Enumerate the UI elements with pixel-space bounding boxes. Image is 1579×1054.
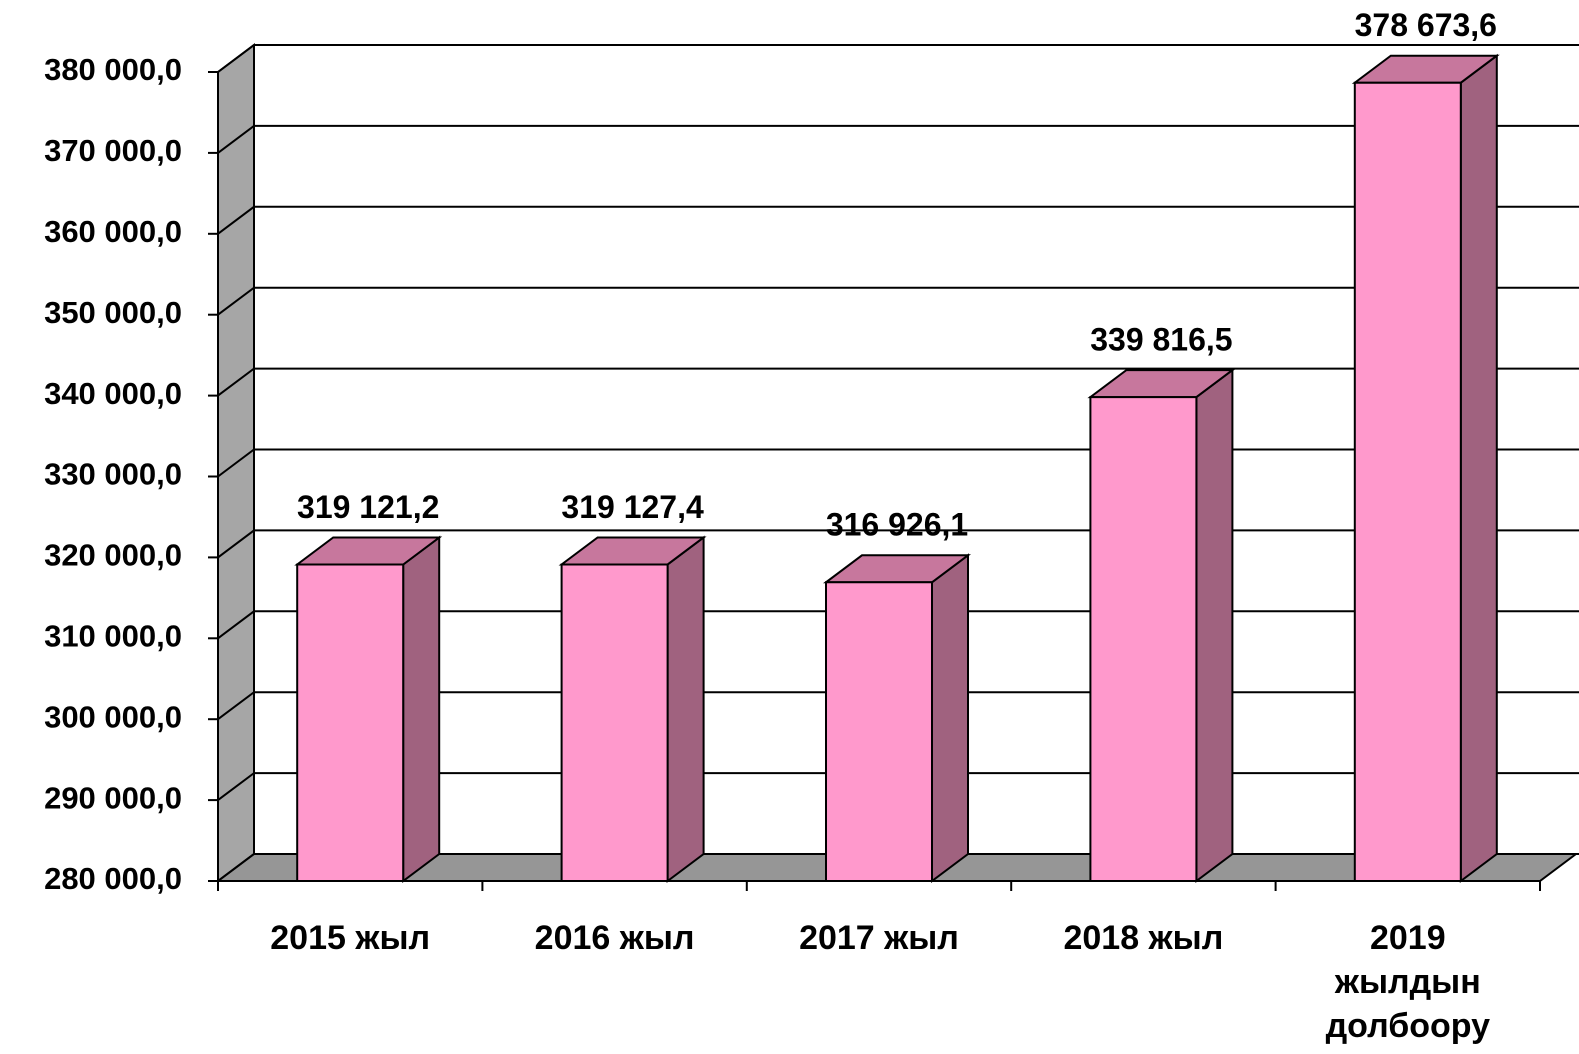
y-tick-label: 290 000,0 — [44, 780, 182, 815]
bar-front — [825, 581, 933, 882]
value-label: 378 673,6 — [1355, 7, 1497, 43]
value-label: 339 816,5 — [1090, 322, 1232, 358]
bar-side — [1459, 53, 1498, 883]
value-label: 319 127,4 — [561, 489, 704, 525]
y-tick-label: 300 000,0 — [44, 699, 182, 734]
bar — [1087, 368, 1236, 883]
x-tick-label: 2016 жыл — [534, 919, 695, 957]
y-tick-label: 340 000,0 — [44, 376, 182, 411]
bar-side — [931, 553, 969, 883]
value-label: 316 926,1 — [826, 507, 968, 543]
x-tick-label: 2019 жылдын долбоору — [1325, 919, 1490, 1045]
y-tick-label: 380 000,0 — [44, 52, 182, 87]
x-tick-label: 2015 жыл — [270, 919, 431, 957]
y-tick-label: 310 000,0 — [44, 618, 182, 653]
bar-side — [1195, 368, 1234, 883]
bar-front — [296, 563, 405, 882]
bar — [823, 553, 971, 883]
bar — [294, 535, 443, 883]
value-label: 319 121,2 — [297, 489, 439, 525]
x-tick-label: 2017 жыл — [799, 919, 959, 957]
bar-front — [1089, 396, 1198, 882]
y-tick-label: 280 000,0 — [44, 861, 182, 896]
bar — [1351, 53, 1500, 883]
grid-line — [217, 205, 1579, 235]
y-tick-label: 320 000,0 — [44, 538, 182, 573]
x-tick-label: 2018 жыл — [1063, 919, 1224, 957]
y-tick-label: 360 000,0 — [44, 214, 182, 249]
bar-side — [402, 535, 441, 883]
grid-line — [217, 44, 1579, 73]
y-tick-label: 330 000,0 — [44, 457, 182, 492]
bar — [558, 535, 707, 883]
y-tick-label: 350 000,0 — [44, 295, 182, 330]
grid-line — [217, 367, 1579, 397]
bar-front — [560, 563, 669, 882]
bar-side — [666, 535, 705, 883]
bar-front — [1353, 81, 1462, 882]
y-tick-label: 370 000,0 — [44, 133, 182, 168]
grid-line — [217, 124, 1579, 154]
grid-line — [217, 286, 1579, 316]
